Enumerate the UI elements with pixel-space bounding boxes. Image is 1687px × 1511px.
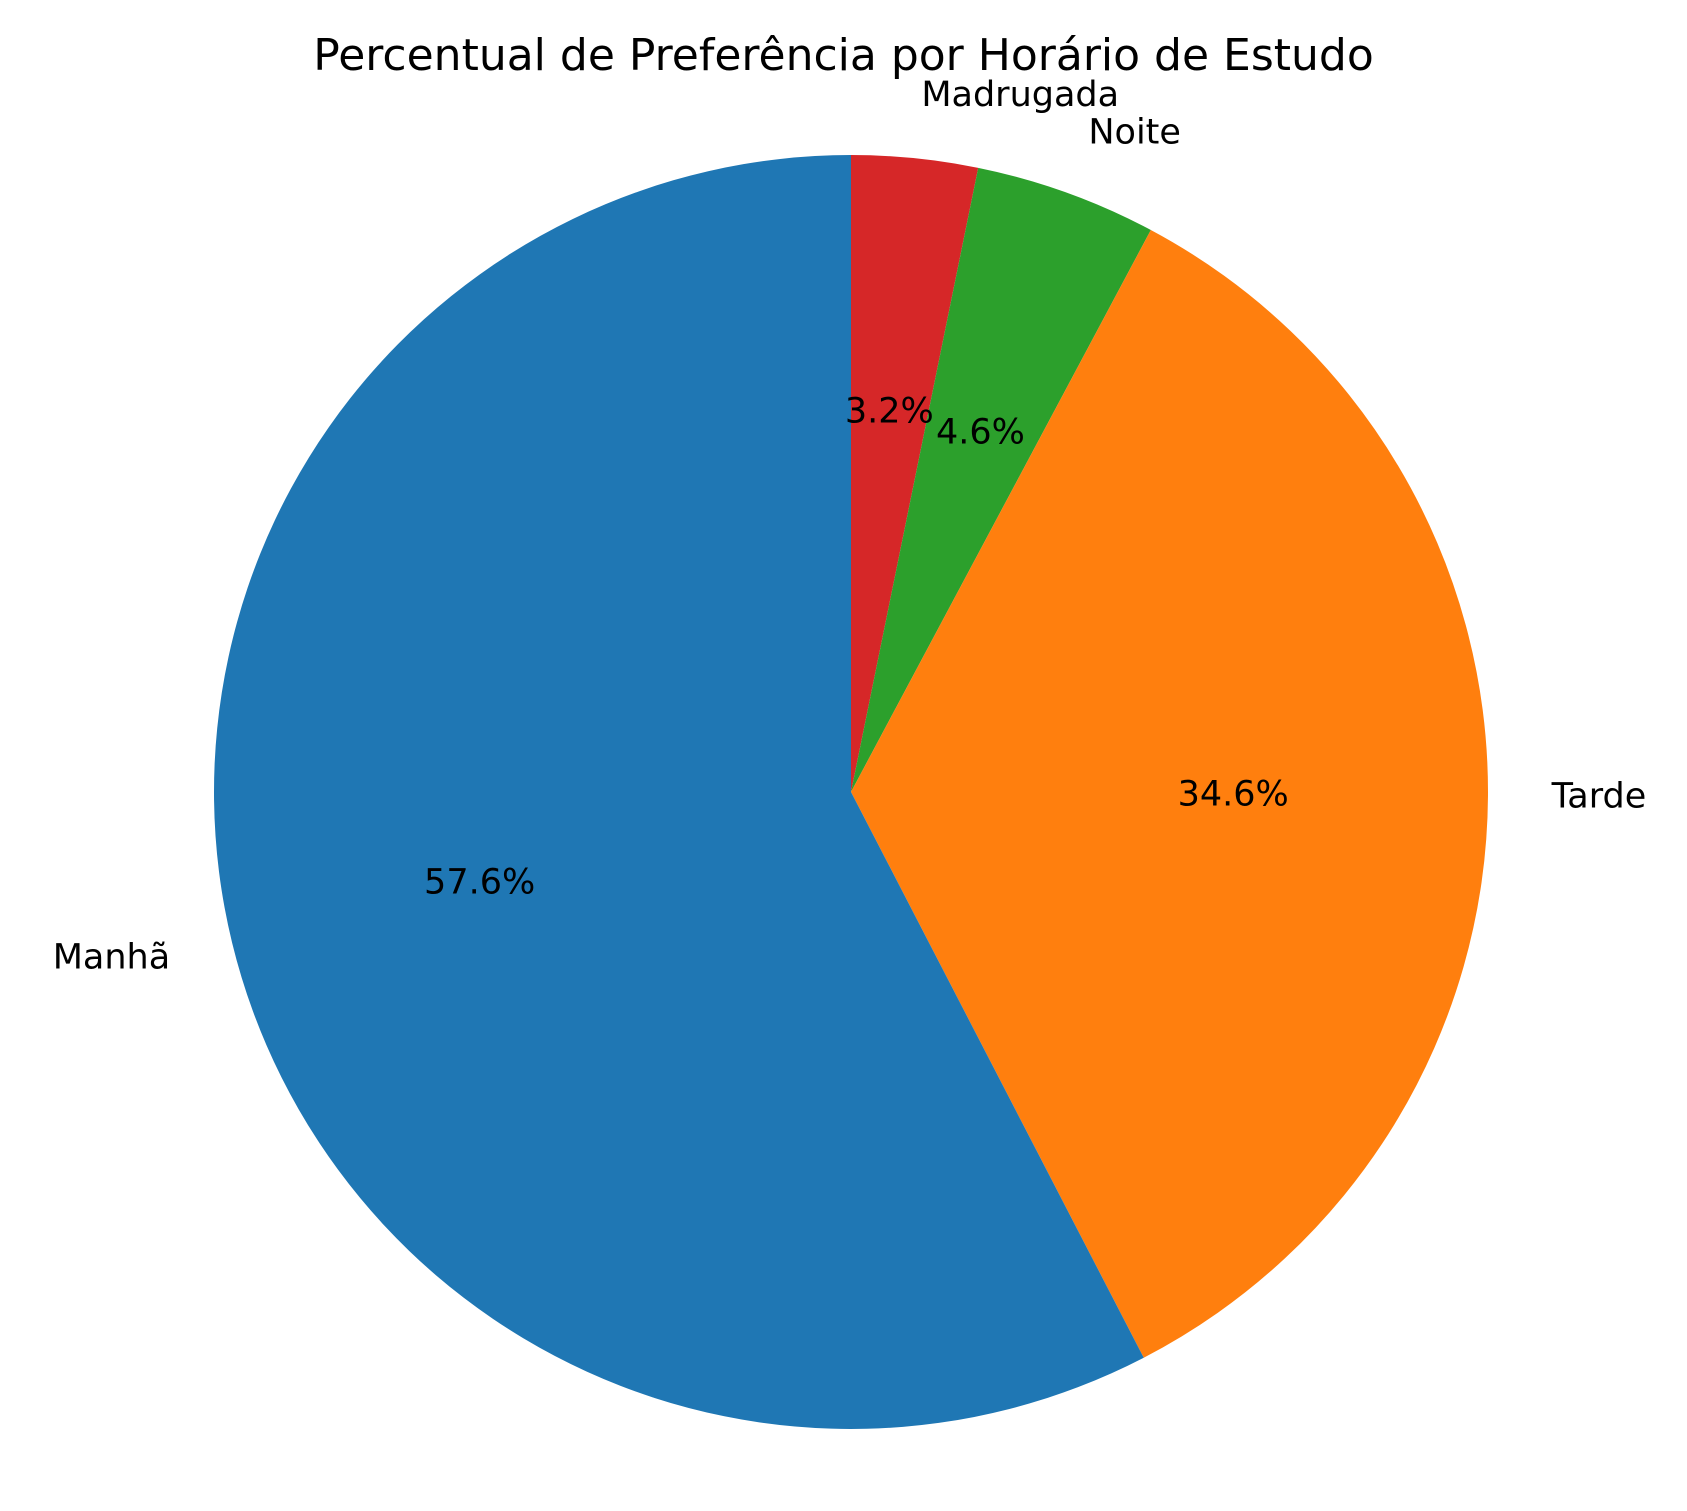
chart-title: Percentual de Preferência por Horário de…	[313, 30, 1373, 81]
pie-slice-tarde	[851, 229, 1489, 1358]
pie-slice-manha	[214, 155, 1144, 1429]
pie-slice-madrugada	[851, 155, 979, 792]
pie-slices	[214, 155, 1489, 1429]
pct-label-tarde: 34.6%	[1178, 774, 1289, 814]
pct-label-noite: 4.6%	[936, 412, 1025, 452]
pct-label-manha: 57.6%	[424, 862, 535, 902]
slice-label-manha: Manhã	[53, 938, 170, 978]
slice-label-tarde: Tarde	[1551, 776, 1647, 816]
pct-label-madrugada: 3.2%	[845, 392, 934, 432]
pie-labels: Madrugada 3.2% Noite 4.6% Tarde 34.6% Manhã 57.…	[53, 75, 1647, 978]
slice-label-madrugada: Madrugada	[921, 75, 1119, 115]
slice-label-noite: Noite	[1088, 113, 1181, 153]
pie-slice-noite	[851, 167, 1151, 792]
